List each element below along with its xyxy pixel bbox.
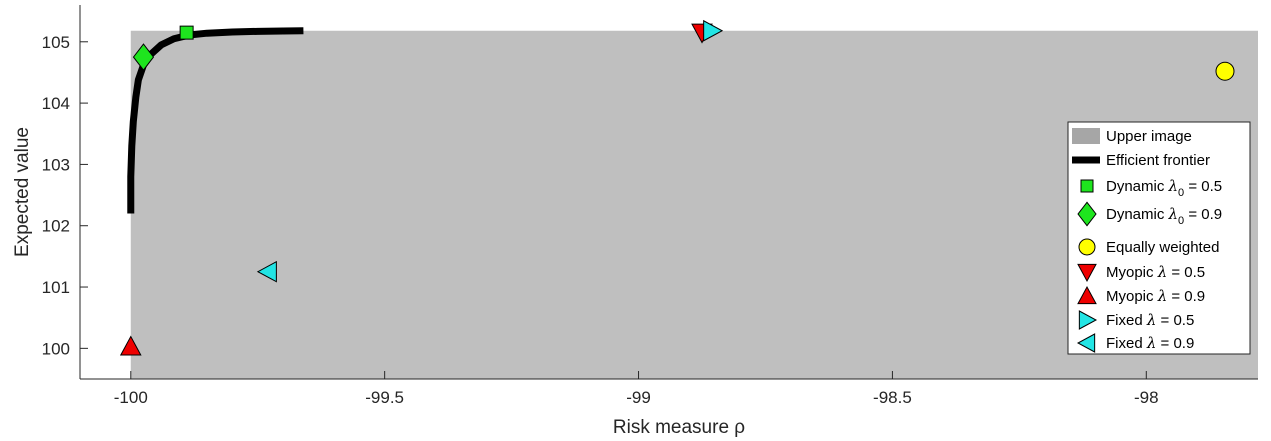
legend-label: Efficient frontier	[1106, 152, 1210, 169]
y-ticks: 100 101 102 103 104 105	[42, 33, 88, 359]
marker-0	[180, 26, 193, 39]
legend-label: Equally weighted	[1106, 239, 1219, 256]
marker-2	[1216, 62, 1234, 80]
legend-label: Upper image	[1106, 128, 1192, 145]
legend-label: Fixed λ = 0.5	[1106, 311, 1194, 329]
y-tick-label: 105	[42, 33, 70, 52]
x-tick-label: -98	[1134, 388, 1159, 407]
legend-label: Myopic λ = 0.5	[1106, 263, 1205, 281]
legend-patch-upper-image	[1072, 128, 1100, 144]
legend-marker	[1079, 239, 1095, 255]
legend-label: Myopic λ = 0.9	[1106, 287, 1205, 305]
y-tick-label: 100	[42, 339, 70, 358]
legend-label: Fixed λ = 0.9	[1106, 334, 1194, 352]
y-axis-label: Expected value	[12, 127, 33, 257]
x-tick-label: -100	[114, 388, 148, 407]
y-tick-label: 103	[42, 155, 70, 174]
y-tick-label: 101	[42, 278, 70, 297]
legend-marker	[1081, 180, 1093, 192]
y-tick-label: 102	[42, 217, 70, 236]
x-axis-label: Risk measure ρ	[613, 417, 745, 438]
x-tick-label: -99	[626, 388, 651, 407]
y-tick-label: 104	[42, 94, 70, 113]
x-tick-label: -99.5	[365, 388, 404, 407]
x-tick-label: -98.5	[873, 388, 912, 407]
